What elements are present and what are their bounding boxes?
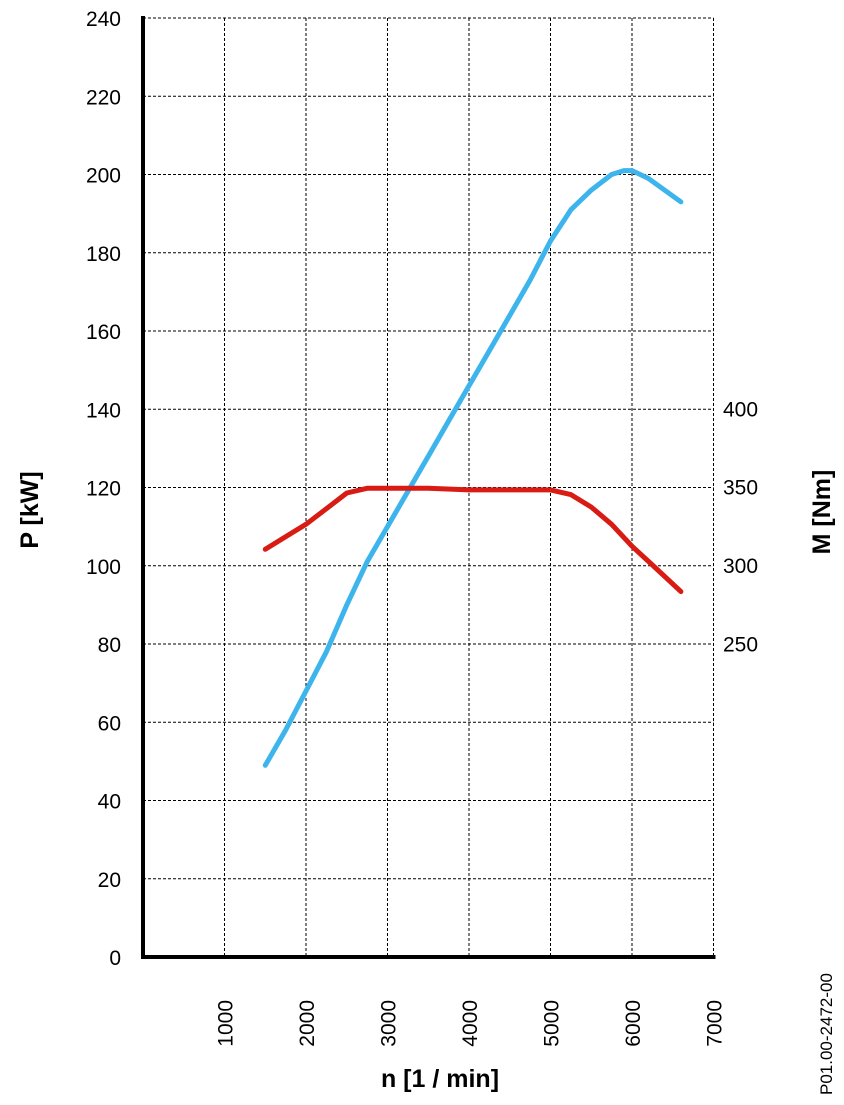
x-tick-label: 2000 bbox=[296, 1000, 319, 1047]
tick-labels: 0 20 40 60 80 100 120 140 160 180 200 220 240 250 300 3… bbox=[86, 8, 758, 1047]
torque-series-line bbox=[262, 485, 684, 595]
y-right-tick-label: 250 bbox=[723, 633, 758, 656]
y-left-tick-label: 20 bbox=[98, 869, 121, 892]
y-left-tick-label: 0 bbox=[109, 947, 121, 970]
y-left-tick-label: 80 bbox=[98, 634, 121, 657]
axes bbox=[141, 16, 716, 959]
x-tick-label: 6000 bbox=[622, 1000, 645, 1047]
y-right-tick-label: 300 bbox=[723, 555, 758, 578]
y-right-tick-label: 350 bbox=[723, 477, 758, 500]
y-left-tick-label: 200 bbox=[86, 165, 121, 188]
y-right-tick-label: 400 bbox=[723, 398, 758, 421]
x-tick-label: 1000 bbox=[215, 1000, 238, 1047]
y-left-tick-label: 160 bbox=[86, 321, 121, 344]
reference-code: P01.00-2472-00 bbox=[817, 973, 836, 1095]
x-tick-label: 4000 bbox=[459, 1000, 482, 1047]
grid bbox=[143, 17, 714, 957]
y-left-tick-label: 120 bbox=[86, 478, 121, 501]
x-axis-label: n [1 / min] bbox=[381, 1065, 499, 1093]
y-left-tick-label: 60 bbox=[98, 712, 121, 735]
x-tick-label: 7000 bbox=[704, 1000, 727, 1047]
y-left-tick-label: 40 bbox=[98, 791, 121, 814]
y-axis-left-label: P [kW] bbox=[16, 471, 44, 548]
y-axis-right-label: M [Nm] bbox=[808, 470, 836, 555]
y-left-tick-label: 180 bbox=[86, 243, 121, 266]
y-left-tick-label: 220 bbox=[86, 86, 121, 109]
x-tick-label: 5000 bbox=[541, 1000, 564, 1047]
y-left-tick-label: 240 bbox=[86, 8, 121, 31]
power-series-line bbox=[262, 168, 684, 768]
y-left-tick-label: 140 bbox=[86, 399, 121, 422]
x-tick-label: 3000 bbox=[378, 1000, 401, 1047]
y-left-tick-label: 100 bbox=[86, 556, 121, 579]
series bbox=[262, 168, 684, 768]
